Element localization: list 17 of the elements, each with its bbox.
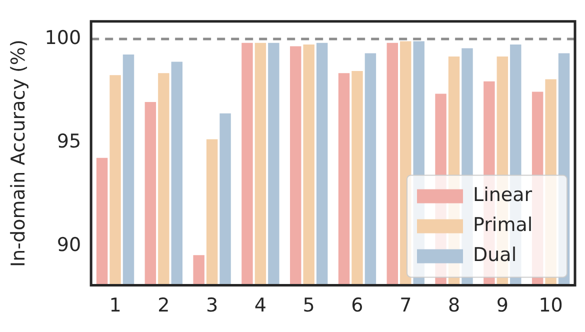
x-tick-label: 2	[158, 294, 170, 317]
x-tick-label: 10	[538, 294, 563, 317]
x-tick-label: 7	[400, 294, 412, 317]
x-tick-label: 5	[302, 294, 315, 317]
legend-label: Dual	[473, 244, 517, 266]
x-tick-label: 3	[206, 294, 218, 317]
y-axis-title: In-domain Accuracy (%)	[7, 40, 30, 267]
x-tick-label: 9	[496, 294, 508, 317]
x-tick-label: 1	[109, 294, 122, 317]
x-tick-label: 6	[351, 294, 364, 317]
legend-label: Primal	[473, 214, 533, 236]
y-tick-label: 90	[56, 234, 82, 256]
x-tick-label: 8	[448, 294, 460, 317]
y-tick-label: 100	[44, 26, 82, 49]
x-tick-label: 4	[254, 294, 266, 317]
y-tick-label: 95	[56, 130, 82, 152]
legend-label: Linear	[473, 184, 532, 206]
